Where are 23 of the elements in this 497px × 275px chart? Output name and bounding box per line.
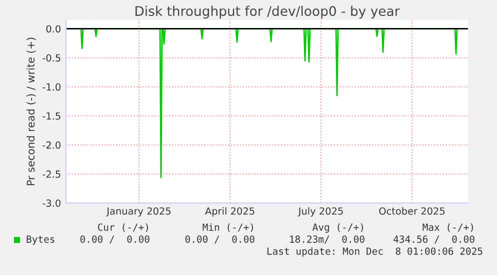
x-tick-label: October 2025 — [379, 207, 445, 215]
y-tick-label: -2.5 — [42, 170, 60, 178]
text: Last update: Mon Dec 8 01:00:06 2025 — [267, 247, 482, 257]
x-tick-label: April 2025 — [205, 207, 254, 217]
x-tick-label: July 2025 — [298, 207, 343, 217]
y-tick-label: -3.0 — [42, 199, 60, 207]
text: 434.56 / 0.00 — [394, 235, 474, 244]
legend-label: Bytes — [26, 236, 54, 245]
y-tick-label: -1.5 — [42, 112, 60, 120]
y-tick-label: -0.5 — [42, 54, 60, 62]
text: 0.00 / 0.00 — [80, 235, 150, 244]
x-tick-label: January 2025 — [106, 207, 170, 217]
text: 0.00 / 0.00 — [185, 235, 254, 244]
text: 18.23m/ 0.00 — [290, 235, 364, 244]
text: Min (-/+) — [202, 223, 253, 232]
y-tick-label: -1.0 — [42, 83, 60, 91]
y-tick-label: 0.0 — [46, 25, 60, 33]
y-axis-title: Pr second read (-) / write (+) — [26, 38, 36, 186]
chart-title: Disk throughput for /dev/loop0 - by year — [136, 6, 400, 19]
y-tick-label: -2.0 — [42, 141, 60, 149]
text: Cur (-/+) — [98, 223, 148, 232]
text: Max (-/+) — [422, 223, 473, 232]
text: Avg (-/+) — [312, 223, 363, 233]
